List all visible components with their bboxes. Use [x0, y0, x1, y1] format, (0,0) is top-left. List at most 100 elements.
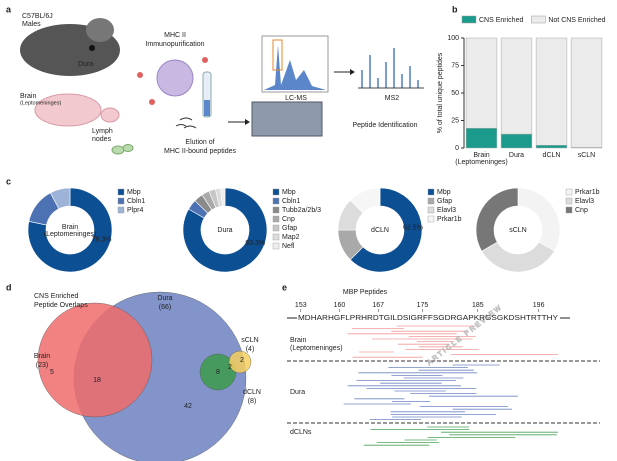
venn-circle [228, 350, 252, 374]
workflow-label: Brain [20, 93, 36, 100]
venn-set-count: (8) [248, 398, 257, 405]
workflow-label: nodes [92, 136, 112, 143]
legend-label: Cbln1 [127, 198, 145, 205]
selection-box [272, 39, 283, 71]
mbp-sequence: MDHARHGFLPRHRDTGILDSIGRFFSGDRGAPKRGSGKDS… [298, 315, 558, 322]
position-label: 160 [334, 302, 346, 309]
venn-set-name: sCLN [241, 337, 259, 344]
lymph-node [111, 145, 125, 155]
legend-swatch [565, 206, 573, 214]
workflow-label: MHC II-bound peptides [164, 148, 236, 155]
panel-label: b [452, 4, 458, 14]
workflow-label: MS2 [385, 95, 400, 102]
workflow-label: Dura [78, 61, 93, 68]
venn-region-count: 42 [184, 403, 192, 410]
y-axis-label: % of total unique peptides [437, 52, 444, 133]
bar-segment [535, 37, 568, 146]
legend-swatch [117, 206, 125, 214]
workflow-label: Peptide Identification [353, 122, 418, 129]
venn-set-name: dCLN [243, 389, 261, 396]
donut-title: dCLN [371, 227, 389, 234]
workflow-illustration [20, 18, 424, 155]
group-label: Dura [290, 389, 305, 396]
mouse-ear [86, 18, 114, 42]
legend-swatch [117, 197, 125, 205]
x-tick-label: Dura [509, 152, 524, 159]
y-tick-label: 75 [451, 62, 459, 69]
legend-label: Cnp [575, 207, 588, 214]
tube-liquid [204, 100, 210, 116]
venn-region-count: 8 [216, 369, 220, 376]
venn-region-count: 2 [228, 364, 232, 371]
value-label: 83.3% [245, 240, 265, 247]
venn-title: CNS Enriched [34, 293, 78, 300]
legend-label: Mbp [282, 189, 296, 196]
brain-drawing [34, 93, 102, 127]
legend-swatch [427, 197, 435, 205]
legend-swatch [272, 197, 280, 205]
donut-title: sCLN [509, 227, 527, 234]
panel-label: a [6, 4, 12, 14]
x-tick-label: sCLN [578, 152, 596, 159]
y-tick-label: 100 [447, 35, 459, 42]
antibody [137, 72, 143, 78]
position-label: 196 [533, 302, 545, 309]
legend-swatch [531, 15, 546, 24]
venn-region-count: 18 [93, 377, 101, 384]
donut-title: Dura [217, 227, 232, 234]
venn-title: Peptide Overlaps [34, 302, 88, 309]
panel-label: e [282, 282, 287, 292]
bar-segment [570, 37, 603, 148]
position-label: 167 [372, 302, 384, 309]
workflow-label: (Leptomeninges) [20, 100, 61, 106]
chromatogram [264, 45, 326, 90]
legend-swatch [272, 215, 280, 223]
donut-segment [220, 187, 226, 207]
brain-cerebellum [100, 107, 120, 123]
venn-circle [37, 302, 153, 418]
x-tick-sublabel: (Leptomeninges) [455, 159, 508, 166]
legend-swatch [461, 15, 477, 24]
legend-label: Cnp [282, 216, 295, 223]
ms2-peaks [361, 48, 419, 88]
donut-title: Brain [62, 224, 78, 231]
antibody [202, 57, 208, 63]
x-tick-label: Brain [473, 152, 489, 159]
legend-swatch [272, 206, 280, 214]
legend-label: Map2 [282, 234, 300, 241]
y-tick-label: 0 [455, 145, 459, 152]
workflow-label: MHC II [164, 32, 186, 39]
position-label: 185 [472, 302, 484, 309]
bar-segment [465, 127, 498, 149]
legend-label: Mbp [127, 189, 141, 196]
legend-label: Elavl3 [575, 198, 594, 205]
instrument [251, 101, 323, 137]
group-label: (Leptomeninges) [290, 345, 343, 352]
position-label: 175 [417, 302, 429, 309]
workflow-label: Elution of [185, 139, 214, 146]
venn-set-count: (4) [246, 346, 255, 353]
value-label: 62.5% [403, 224, 423, 231]
arrow-head [350, 69, 355, 75]
lymph-node [122, 144, 134, 152]
donut-segment [50, 187, 71, 210]
legend-swatch [427, 206, 435, 214]
bar-segment [500, 37, 533, 135]
legend-label: Prkar1b [575, 189, 600, 196]
peptide-lines [343, 325, 558, 446]
venn-set-count: (66) [159, 304, 171, 311]
donut-segment [27, 187, 113, 273]
donut-segment [349, 187, 381, 214]
panel-label: d [6, 282, 12, 292]
legend-label: Nefl [282, 243, 295, 250]
bar-segment [465, 37, 498, 129]
venn-region-count: 2 [240, 357, 244, 364]
mouse-eye [89, 45, 95, 51]
legend-label: Not CNS Enriched [548, 17, 605, 24]
legend-swatch [565, 188, 573, 196]
value-label: 78.3% [92, 237, 112, 244]
legend-label: CNS Enriched [479, 17, 523, 24]
legend-swatch [427, 215, 435, 223]
peptides [175, 117, 197, 129]
workflow-label: LC-MS [285, 95, 307, 102]
